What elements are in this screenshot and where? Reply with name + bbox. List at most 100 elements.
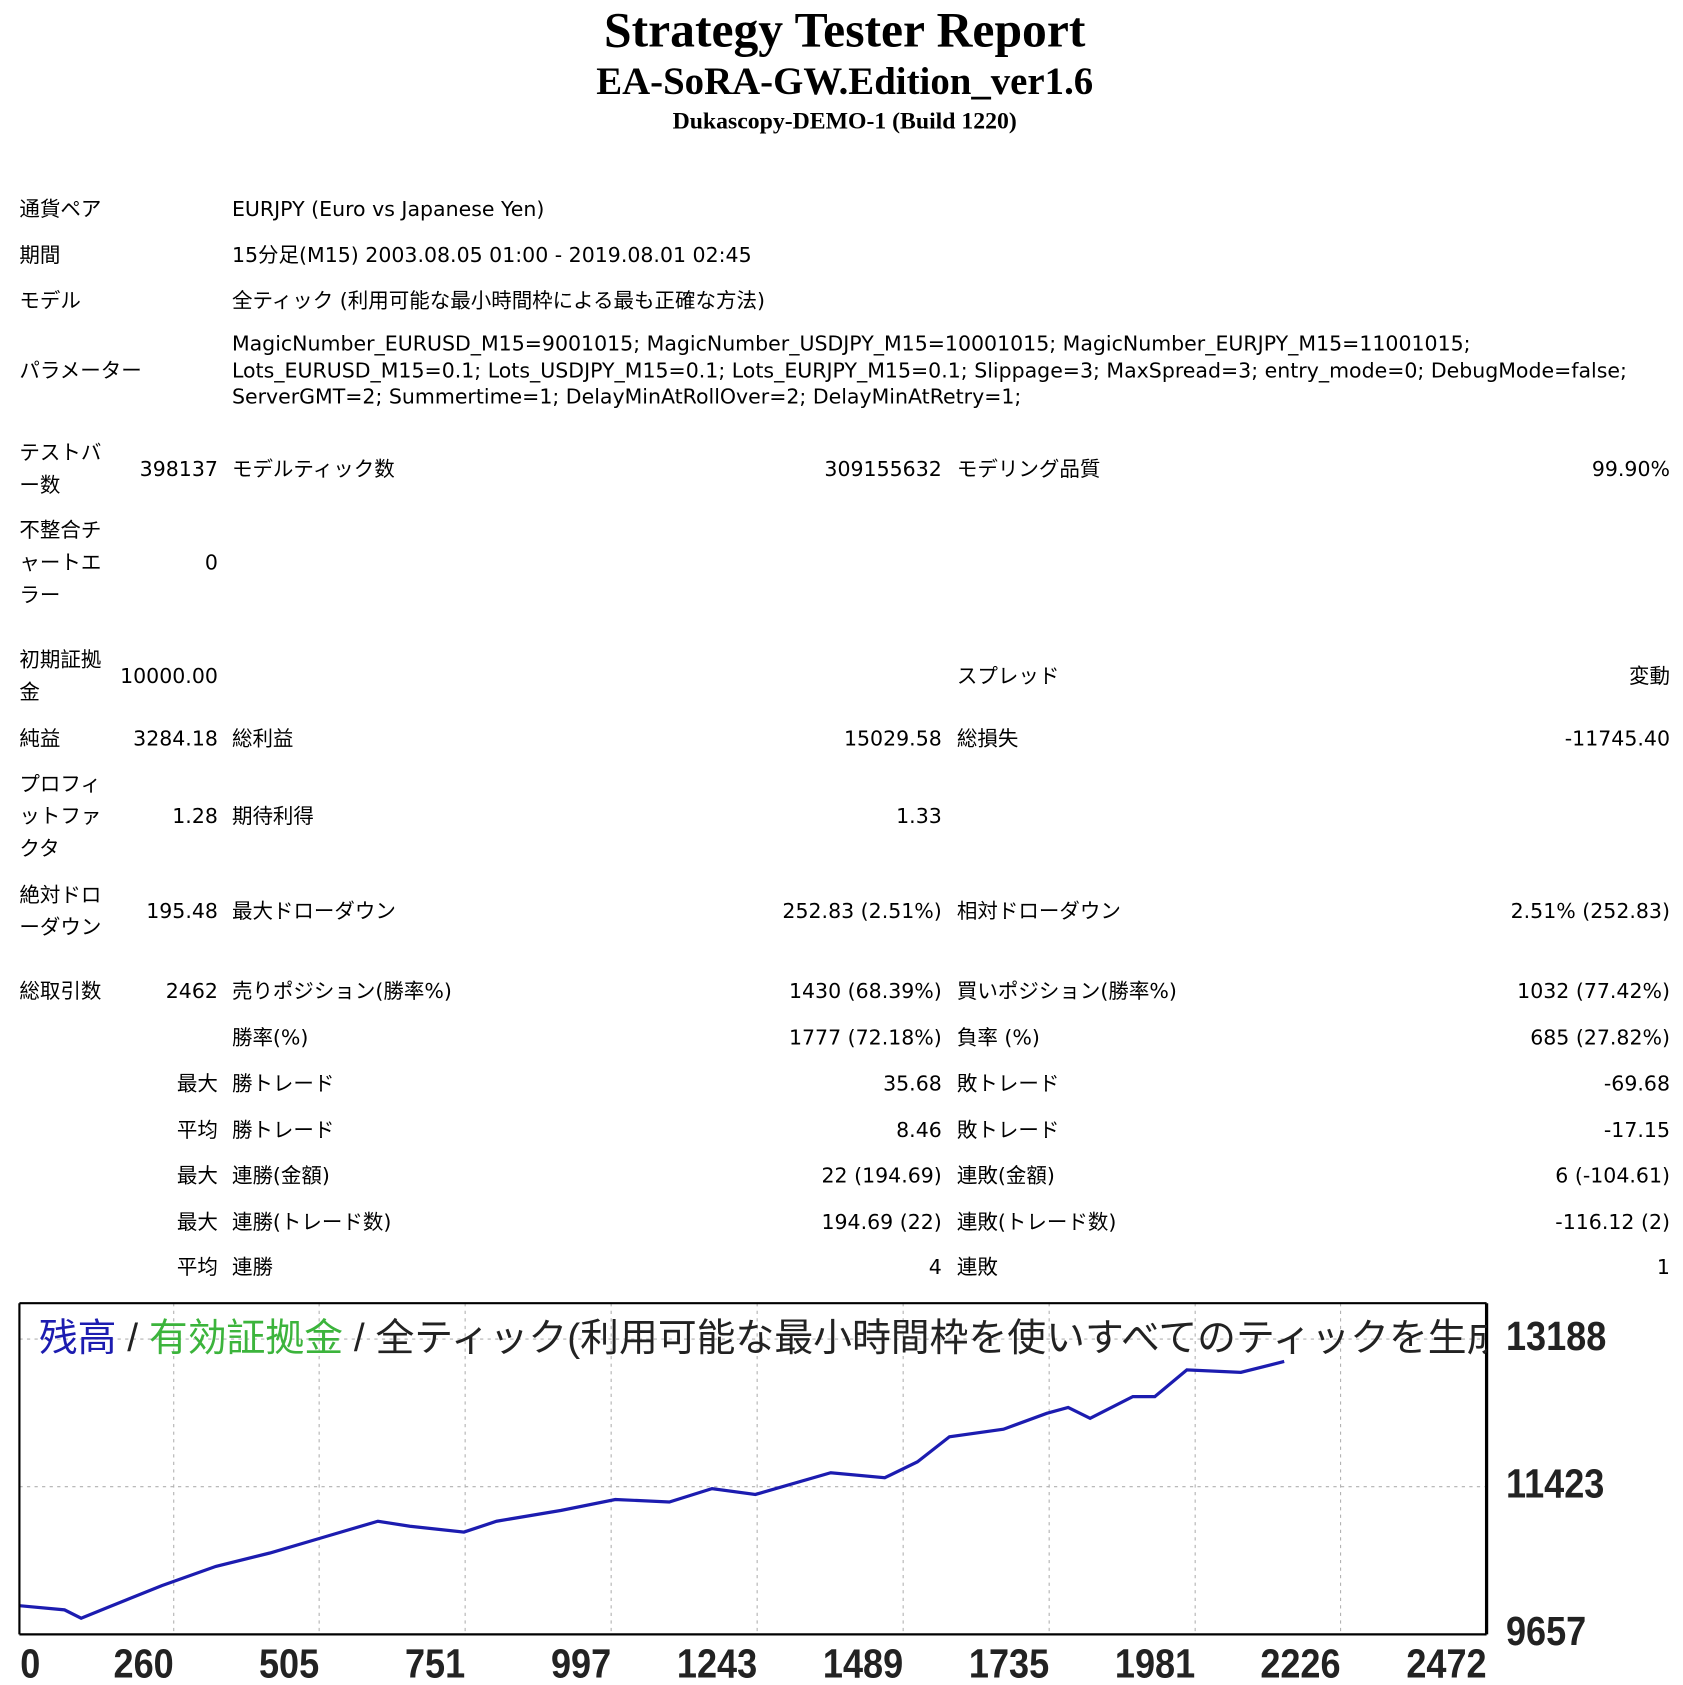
- stat-value: 194.69 (22): [821, 1210, 942, 1235]
- stat-value: 309155632: [824, 457, 942, 482]
- stat-value: 平均: [176, 1255, 218, 1280]
- stat-value: 10000.00: [120, 664, 218, 689]
- legend-separator: /: [354, 1317, 365, 1360]
- x-tick-label: 505: [259, 1641, 319, 1684]
- stat-value: 195.48: [146, 899, 218, 924]
- space: [343, 1317, 354, 1360]
- stat-value: 最大: [176, 1210, 218, 1235]
- y-tick-label: 9657: [1506, 1609, 1586, 1655]
- stat-label: 負率 (%): [956, 1025, 1040, 1050]
- stat-value: 15029.58: [843, 727, 942, 751]
- stat-value: 変動: [1628, 664, 1670, 689]
- x-tick-label: 1243: [677, 1641, 757, 1684]
- stat-label: 最大ドローダウン: [231, 899, 396, 924]
- stat-label: 敗トレード: [956, 1118, 1060, 1143]
- stat-label: 勝率(%): [231, 1025, 309, 1050]
- stat-label: 総損失: [956, 727, 1019, 751]
- x-tick-label: 1489: [823, 1641, 903, 1684]
- stats-row: テストバー数 398137 モデルティック数 309155632 モデリング品質 99.9…: [0, 435, 1683, 504]
- stat-label: 連敗(トレード数): [956, 1210, 1117, 1235]
- info-row: パラメーター MagicNumber_EURUSD_M15=9001015; Ma…: [0, 329, 1683, 413]
- info-row: 通貨ペア EURJPY (Euro vs Japanese Yen): [0, 192, 1683, 227]
- stats-row: 最大 連勝(金額) 22 (194.69) 連敗(金額) 6 (-104.61): [0, 1159, 1683, 1194]
- stat-value: -17.15: [1603, 1118, 1670, 1143]
- space: [117, 1317, 128, 1360]
- x-tick-label: 0: [20, 1641, 40, 1684]
- stats-row: 平均 勝トレード 8.46 敗トレード -17.15: [0, 1113, 1683, 1148]
- stat-value: 2.51% (252.83): [1510, 899, 1670, 924]
- x-tick-label: 997: [551, 1641, 611, 1684]
- stat-label: 不整合チャートエラー: [19, 518, 102, 608]
- info-value: MagicNumber_EURUSD_M15=9001015; MagicNum…: [231, 332, 1627, 410]
- legend-entry: 全ティック(利用可能な最小時間枠を使いすべてのティックを生成: [375, 1317, 1505, 1360]
- stat-label: 絶対ドローダウン: [19, 883, 102, 940]
- stat-value: 3284.18: [133, 727, 218, 751]
- stat-value: 1777 (72.18%): [788, 1025, 942, 1050]
- y-tick-label: 11423: [1506, 1461, 1604, 1507]
- stat-value: 99.90%: [1591, 457, 1670, 482]
- stats-row: 絶対ドローダウン 195.48 最大ドローダウン 252.83 (2.51%) 相対ドロ…: [0, 877, 1683, 946]
- info-label: パラメーター: [19, 359, 142, 383]
- x-tick-label: 260: [114, 1641, 174, 1684]
- stats-row: 最大 勝トレード 35.68 敗トレード -69.68: [0, 1067, 1683, 1102]
- info-label: モデル: [19, 289, 81, 313]
- server-name: Dukascopy-DEMO-1 (Build 1220): [672, 106, 1017, 134]
- stats-row: 初期証拠金 10000.00 スプレッド 変動: [0, 642, 1683, 711]
- info-value: 全ティック (利用可能な最小時間枠による最も正確な方法): [231, 288, 766, 313]
- stat-label: 連勝(トレード数): [231, 1210, 392, 1235]
- stat-label: 初期証拠金: [19, 648, 102, 705]
- stat-label: 連勝: [231, 1255, 273, 1280]
- stat-label: 純益: [19, 727, 61, 751]
- info-row: モデル 全ティック (利用可能な最小時間枠による最も正確な方法): [0, 284, 1683, 319]
- stat-value: 1.28: [172, 804, 218, 829]
- stat-label: 期待利得: [231, 804, 314, 829]
- stats-row: 純益 3284.18 総利益 15029.58 総損失 -11745.40: [0, 722, 1683, 757]
- stat-label: 連勝(金額): [231, 1164, 330, 1188]
- info-label: 期間: [19, 243, 61, 268]
- stat-value: 最大: [176, 1164, 218, 1188]
- legend-separator: /: [127, 1317, 138, 1360]
- stat-label: プロフィットファクタ: [19, 772, 102, 861]
- stat-value: -11745.40: [1564, 727, 1670, 751]
- info-row: 期間 15分足(M15) 2003.08.05 01:00 - 2019.08.0…: [0, 238, 1683, 273]
- stat-label: スプレッド: [956, 664, 1060, 689]
- stat-label: 相対ドローダウン: [956, 899, 1121, 924]
- balance-line: [19, 1359, 1285, 1621]
- space: [138, 1317, 149, 1360]
- stat-value: 1032 (77.42%): [1517, 979, 1670, 1004]
- x-tick-label: 1981: [1115, 1641, 1195, 1684]
- stat-value: 1.33: [896, 804, 942, 829]
- stat-value: -69.68: [1603, 1072, 1670, 1097]
- stat-label: テストバー数: [19, 441, 102, 498]
- stat-value: 8.46: [896, 1118, 942, 1143]
- stats-row: 勝率(%) 1777 (72.18%) 負率 (%) 685 (27.82%): [0, 1021, 1683, 1056]
- stat-value: 685 (27.82%): [1530, 1025, 1670, 1050]
- x-tick-label: 2226: [1260, 1641, 1340, 1684]
- x-tick-label: 1735: [969, 1641, 1049, 1684]
- stat-label: 敗トレード: [956, 1072, 1060, 1097]
- x-tick-label: 751: [405, 1641, 465, 1684]
- stat-label: 買いポジション(勝率%): [956, 979, 1177, 1004]
- stat-value: 1: [1656, 1255, 1670, 1280]
- stats-row: 平均 連勝 4 連敗 1: [0, 1250, 1683, 1285]
- stats-row: 総取引数 2462 売りポジション(勝率%) 1430 (68.39%) 買いポジション…: [0, 974, 1683, 1009]
- stat-label: 勝トレード: [231, 1072, 335, 1097]
- stats-row: 最大 連勝(トレード数) 194.69 (22) 連敗(トレード数) -116.12 (…: [0, 1205, 1683, 1240]
- info-value: 15分足(M15) 2003.08.05 01:00 - 2019.08.01 …: [231, 243, 752, 268]
- stat-label: モデリング品質: [956, 457, 1101, 482]
- stat-value: -116.12 (2): [1555, 1210, 1670, 1235]
- stat-value: 35.68: [883, 1072, 942, 1097]
- stat-value: 2462: [165, 979, 218, 1004]
- stat-label: モデルティック数: [231, 457, 395, 482]
- stat-label: 連敗(金額): [956, 1164, 1055, 1188]
- stat-label: 勝トレード: [231, 1118, 335, 1143]
- stat-value: 最大: [176, 1072, 218, 1097]
- stat-value: 0: [204, 551, 218, 576]
- legend-entry: 有効証拠金: [149, 1317, 343, 1360]
- legend: 残高 / 有効証拠金 / 全ティック(利用可能な最小時間枠を使いすべてのティック…: [39, 1317, 1506, 1360]
- x-tick-label: 2472: [1406, 1641, 1486, 1684]
- stat-value: 1430 (68.39%): [788, 979, 942, 1004]
- report-title: Strategy Tester Report: [603, 2, 1086, 58]
